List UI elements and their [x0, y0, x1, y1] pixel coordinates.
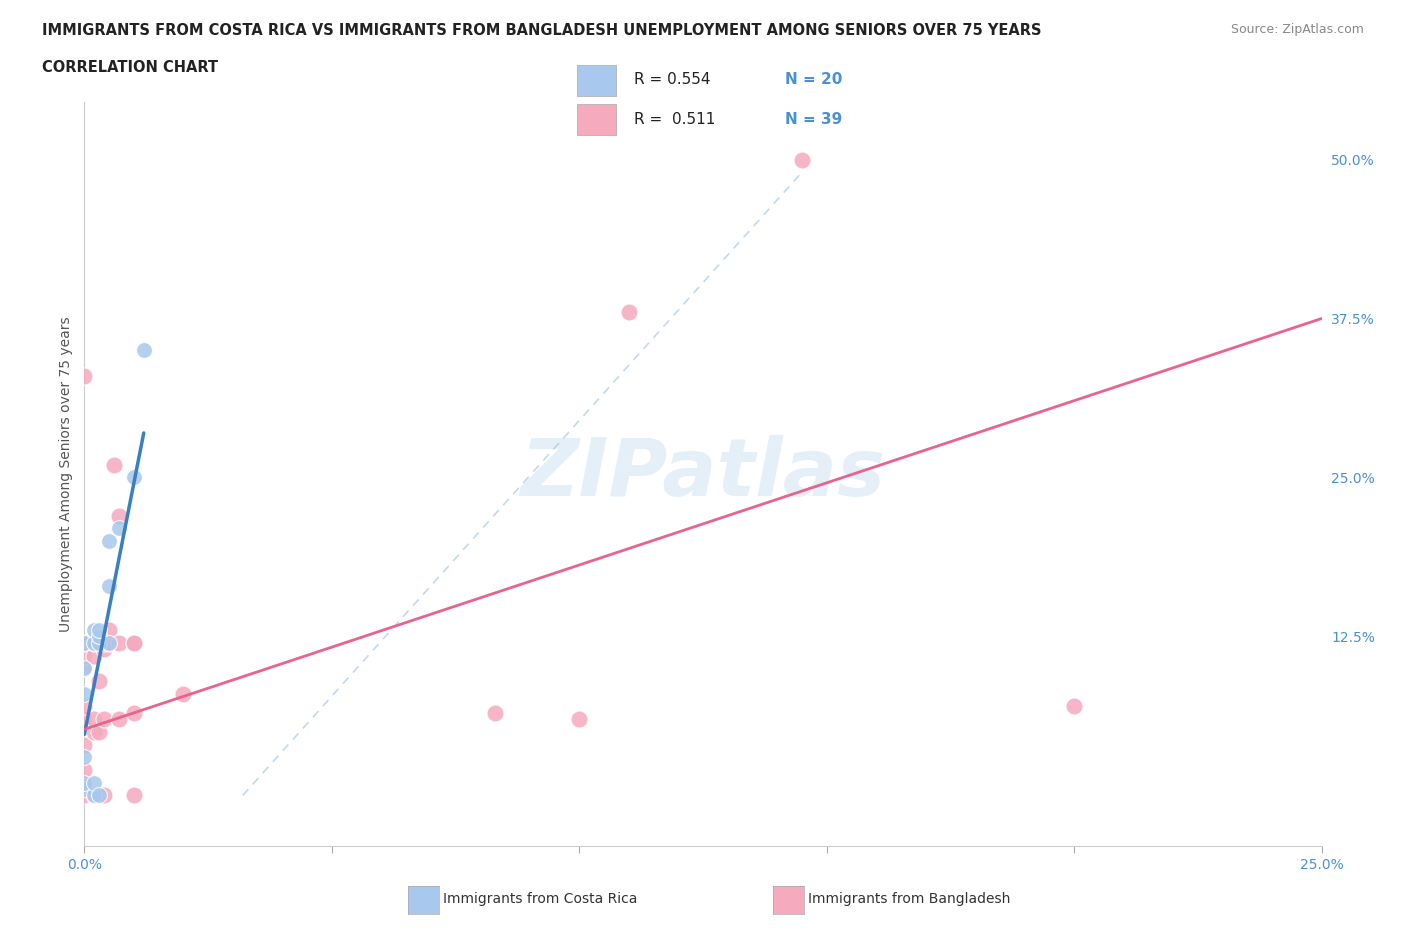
Point	[83, 648, 105, 663]
Point	[103, 458, 125, 472]
Point	[89, 623, 111, 638]
Text: Immigrants from Costa Rica: Immigrants from Costa Rica	[443, 892, 637, 907]
Point	[89, 635, 111, 650]
Point	[790, 153, 813, 167]
Point	[83, 711, 105, 726]
Point	[108, 711, 131, 726]
Point	[73, 648, 96, 663]
Point	[73, 661, 96, 676]
Point	[98, 578, 121, 593]
Point	[617, 305, 640, 320]
Point	[83, 788, 105, 803]
Text: N = 39: N = 39	[785, 112, 842, 126]
Point	[73, 699, 96, 714]
Y-axis label: Unemployment Among Seniors over 75 years: Unemployment Among Seniors over 75 years	[59, 316, 73, 632]
Point	[73, 776, 96, 790]
Point	[73, 711, 96, 726]
Point	[73, 776, 96, 790]
Point	[89, 635, 111, 650]
Point	[568, 711, 591, 726]
Point	[89, 724, 111, 739]
Point	[98, 635, 121, 650]
Point	[122, 705, 145, 720]
Bar	[576, 104, 616, 136]
Point	[93, 635, 115, 650]
Point	[89, 673, 111, 688]
Point	[83, 788, 105, 803]
Point	[89, 629, 111, 644]
Point	[122, 788, 145, 803]
Point	[73, 686, 96, 701]
Point	[83, 724, 105, 739]
Point	[89, 788, 111, 803]
Point	[98, 623, 121, 638]
Point	[108, 635, 131, 650]
Point	[83, 635, 105, 650]
Point	[73, 661, 96, 676]
Point	[73, 737, 96, 752]
Point	[73, 781, 96, 796]
Point	[73, 788, 96, 803]
Point	[73, 750, 96, 764]
Point	[83, 635, 105, 650]
Text: N = 20: N = 20	[785, 73, 842, 87]
Point	[89, 788, 111, 803]
Point	[484, 705, 506, 720]
Point	[93, 642, 115, 657]
Point	[132, 343, 155, 358]
Text: R =  0.511: R = 0.511	[634, 112, 716, 126]
Text: Source: ZipAtlas.com: Source: ZipAtlas.com	[1230, 23, 1364, 36]
Point	[73, 763, 96, 777]
Text: ZIPatlas: ZIPatlas	[520, 435, 886, 513]
Point	[93, 788, 115, 803]
Point	[1063, 699, 1085, 714]
Point	[73, 368, 96, 383]
Point	[83, 776, 105, 790]
Point	[122, 470, 145, 485]
Point	[98, 534, 121, 549]
Point	[98, 635, 121, 650]
Point	[108, 521, 131, 536]
Text: Immigrants from Bangladesh: Immigrants from Bangladesh	[808, 892, 1011, 907]
Bar	[576, 65, 616, 96]
Text: R = 0.554: R = 0.554	[634, 73, 710, 87]
Point	[73, 635, 96, 650]
Point	[83, 623, 105, 638]
Point	[172, 686, 194, 701]
Point	[122, 635, 145, 650]
Point	[93, 711, 115, 726]
Point	[73, 635, 96, 650]
Text: IMMIGRANTS FROM COSTA RICA VS IMMIGRANTS FROM BANGLADESH UNEMPLOYMENT AMONG SENI: IMMIGRANTS FROM COSTA RICA VS IMMIGRANTS…	[42, 23, 1042, 38]
Point	[122, 635, 145, 650]
Text: CORRELATION CHART: CORRELATION CHART	[42, 60, 218, 75]
Point	[108, 508, 131, 523]
